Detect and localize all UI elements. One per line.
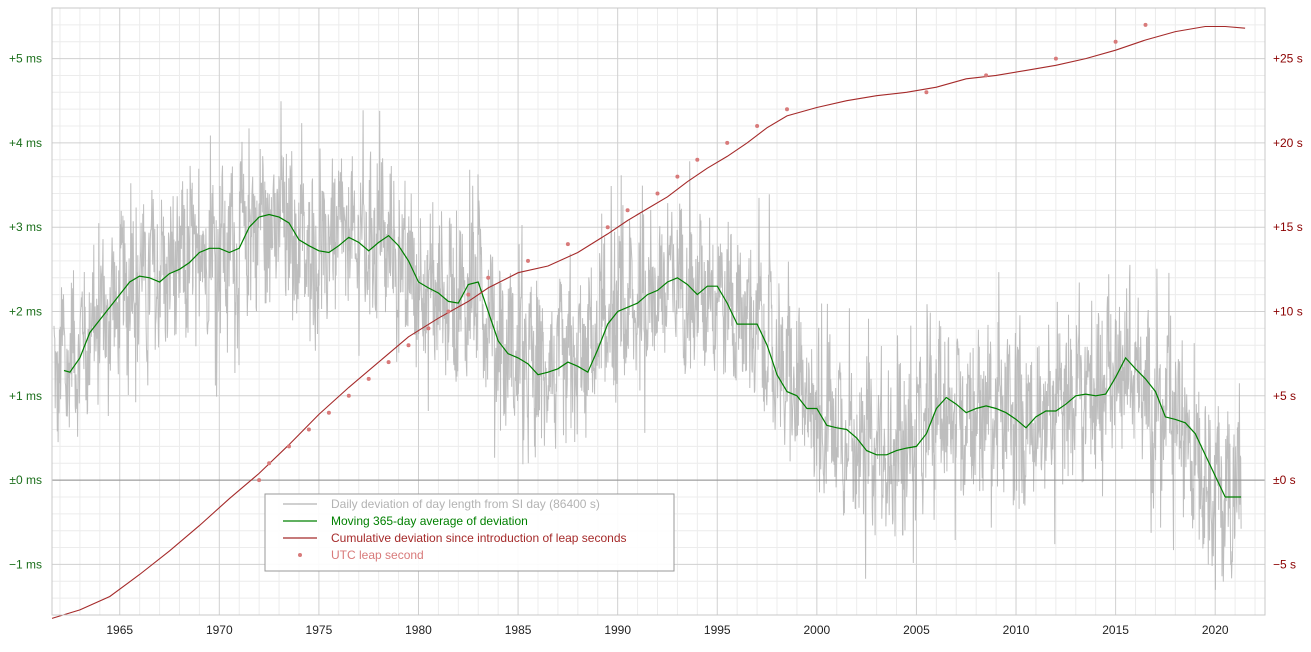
leap-second-dot (287, 444, 291, 449)
legend-label: UTC leap second (331, 548, 424, 562)
leap-second-dot (725, 140, 730, 145)
x-tick-label: 1985 (505, 623, 532, 637)
left-tick-label: −1 ms (9, 557, 42, 571)
leap-second-dot (267, 461, 272, 466)
x-tick-label: 2010 (1003, 623, 1030, 637)
x-tick-label: 1995 (704, 623, 731, 637)
leap-second-dot (326, 410, 331, 415)
right-tick-label: +10 s (1273, 305, 1303, 319)
x-tick-label: 1965 (106, 623, 133, 637)
x-tick-label: 2015 (1102, 623, 1129, 637)
legend-label: Daily deviation of day length from SI da… (331, 497, 600, 511)
leap-second-dot (1113, 39, 1118, 44)
leap-second-dot (785, 107, 789, 112)
leap-second-dot (924, 90, 929, 95)
legend-label: Moving 365-day average of deviation (331, 514, 528, 528)
leap-second-dot (366, 376, 371, 381)
leap-second-dot (257, 478, 262, 483)
leap-second-dot (755, 124, 760, 128)
plot-frame (51, 7, 1266, 616)
leap-second-dot (1143, 22, 1148, 27)
x-tick-label: 1975 (306, 623, 333, 637)
legend-label: Cumulative deviation since introduction … (331, 531, 627, 545)
left-tick-label: +5 ms (9, 52, 42, 66)
leap-second-dot (306, 427, 311, 432)
right-tick-label: +15 s (1273, 220, 1303, 234)
right-tick-label: +25 s (1273, 52, 1303, 66)
legend-box (264, 493, 675, 572)
leap-second-dot (486, 275, 491, 280)
leap-second-dot (426, 326, 431, 331)
axes: +5 ms +4 ms +3 ms +2 ms +1 ms ±0 ms −1 ms +25 s… (9, 7, 1303, 637)
leap-second-dot (655, 191, 660, 196)
right-tick-label: ±0 s (1273, 473, 1296, 487)
legend: Daily deviation of day length from SI da… (264, 493, 675, 572)
daily-deviation-line (53, 101, 1242, 590)
leap-second-dot (406, 343, 411, 348)
x-tick-label: 1970 (206, 623, 233, 637)
right-tick-label: +5 s (1273, 389, 1296, 403)
legend-swatch-dot (298, 553, 302, 557)
right-tick-label: −5 s (1273, 557, 1296, 571)
right-tick-label: +20 s (1273, 136, 1303, 150)
leap-second-dot (565, 242, 570, 247)
leap-second-dot (1053, 56, 1058, 61)
leap-second-dot (466, 292, 471, 297)
daily-deviation-series (53, 101, 1242, 590)
leap-second-dot (675, 174, 680, 179)
left-tick-label: +1 ms (9, 389, 42, 403)
leap-second-dot (984, 73, 989, 78)
x-tick-label: 2005 (903, 623, 930, 637)
leap-second-dot (625, 208, 630, 213)
leap-second-dots (257, 22, 1148, 483)
left-tick-label: +4 ms (9, 136, 42, 150)
x-tick-label: 1980 (405, 623, 432, 637)
moving-average-series (63, 213, 1242, 498)
leap-second-dot (605, 225, 610, 230)
leap-second-dot (446, 309, 451, 314)
x-tick-label: 1990 (604, 623, 631, 637)
left-tick-label: +3 ms (9, 220, 42, 234)
x-tick-label: 2020 (1202, 623, 1229, 637)
x-tick-label: 2000 (803, 623, 830, 637)
leap-second-dot (386, 360, 391, 365)
leap-second-dot (526, 258, 530, 263)
leap-second-dot (346, 393, 351, 398)
leap-second-dot (695, 157, 700, 162)
moving-average-line (63, 213, 1242, 498)
left-tick-label: ±0 ms (9, 473, 42, 487)
left-tick-label: +2 ms (9, 305, 42, 319)
